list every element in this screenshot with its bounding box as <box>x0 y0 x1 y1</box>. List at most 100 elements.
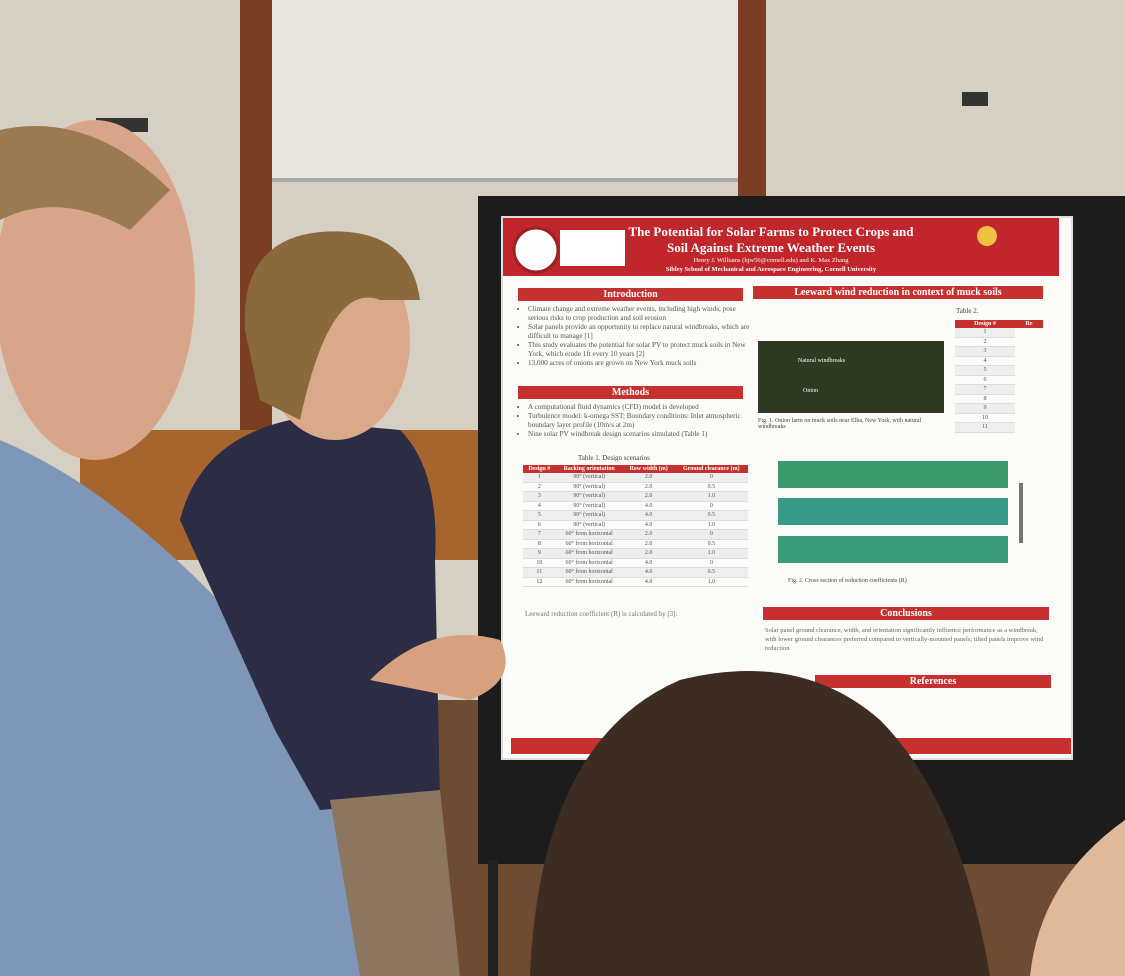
wood-panel <box>80 430 480 560</box>
section-heading: Methods <box>518 386 743 399</box>
table-cell: 0.5 <box>674 539 748 549</box>
table-row: 8 <box>955 394 1043 404</box>
table-cell: 7 <box>955 384 1015 395</box>
table-cell: 90° (vertical) <box>555 510 623 521</box>
table-row: 6 90° (vertical) 4.0 1.0 <box>523 520 748 530</box>
table-row: 8 60° from horizontal 2.0 0.5 <box>523 539 748 549</box>
table-cell: 3 <box>955 346 1015 357</box>
bullet: This study evaluates the potential for s… <box>528 341 750 359</box>
poster-authors: Henry J. Williams (hjw56@cornell.edu) an… <box>693 257 849 264</box>
table-row: 3 90° (vertical) 2.0 1.0 <box>523 491 748 502</box>
table-cell: 60° from horizontal <box>555 558 623 568</box>
table-cell: 0 <box>674 501 748 511</box>
bullet-list: Climate change and extreme weather event… <box>518 305 750 368</box>
table-cell: 0.5 <box>674 482 748 492</box>
table-caption: Table 1. Design scenarios <box>578 454 650 462</box>
column-header: Re <box>1014 320 1043 328</box>
logo <box>977 226 997 246</box>
table-cell: 6 <box>523 520 556 530</box>
figure-label: Onion <box>803 388 818 394</box>
poster: The Potential for Solar Farms to Protect… <box>503 218 1071 758</box>
section-heading: Leeward wind reduction in context of muc… <box>753 286 1043 299</box>
poster-header: The Potential for Solar Farms to Protect… <box>503 218 1059 276</box>
whiteboard <box>272 0 738 180</box>
column-header: Ground clearance (m) <box>674 465 748 473</box>
table-cell: 1 <box>523 473 556 483</box>
table-cell: 2 <box>523 482 556 492</box>
header-row: Design # Re <box>955 320 1043 328</box>
table-row: 7 60° from horizontal 2.0 0 <box>523 529 748 540</box>
bullet: Climate change and extreme weather event… <box>528 305 750 323</box>
table-cell: 8 <box>523 539 556 549</box>
table-cell: 0.5 <box>674 510 748 521</box>
fig2-plot <box>778 461 1008 488</box>
table-cell: 1 <box>955 328 1015 338</box>
table-cell: 9 <box>523 548 556 559</box>
table-row: 1 <box>955 328 1043 338</box>
table-cell: 90° (vertical) <box>555 501 623 511</box>
fig1-photo <box>758 341 944 413</box>
colorbar <box>1019 483 1023 543</box>
table-cell: 2.0 <box>622 529 675 540</box>
table-cell: 0 <box>674 473 748 483</box>
table-cell: 90° (vertical) <box>555 491 623 502</box>
table-cell: 5 <box>523 510 556 521</box>
table-cell: 1.0 <box>674 491 748 502</box>
table-cell: 7 <box>523 529 556 540</box>
table-row: 7 <box>955 384 1043 395</box>
table-cell: 90° (vertical) <box>555 482 623 492</box>
table-cell: 60° from horizontal <box>555 577 623 587</box>
table-row: 4 90° (vertical) 4.0 0 <box>523 501 748 511</box>
table-cell: 0 <box>674 529 748 540</box>
table-cell: 2.0 <box>622 473 675 483</box>
table-cell: 10 <box>523 558 556 568</box>
table-cell: 11 <box>523 567 556 578</box>
table-cell: 4 <box>523 501 556 511</box>
poster-affiliation: Sibley School of Mechanical and Aerospac… <box>665 266 877 273</box>
table-cell: 4.0 <box>622 510 675 521</box>
figure-label: Natural windbreaks <box>798 358 846 364</box>
table-cell: 2.0 <box>622 539 675 549</box>
results-table: Design # Re 1 2 3 4 5 6 7 8 9 10 11 <box>955 320 1043 433</box>
table-row: 11 <box>955 422 1043 433</box>
conclusions-text: Solar panel ground clearance, width, and… <box>765 627 1044 652</box>
outlet <box>96 118 148 132</box>
table-cell: 90° (vertical) <box>555 520 623 530</box>
table-cell: 60° from horizontal <box>555 539 623 549</box>
table-cell: 10 <box>955 413 1015 423</box>
table-cell: 2 <box>955 337 1015 347</box>
wall-pillar <box>240 0 272 430</box>
bullet-list: A computational fluid dynamics (CFD) mod… <box>518 403 750 439</box>
table-row: 5 <box>955 365 1043 376</box>
table-cell: 9 <box>955 403 1015 414</box>
table-cell: 60° from horizontal <box>555 529 623 540</box>
table-cell: 1.0 <box>674 520 748 530</box>
section-heading: References <box>815 675 1051 688</box>
university-seal <box>512 226 560 274</box>
table-cell: 0.5 <box>674 567 748 578</box>
bullet: 13,000 acres of onions are grown on New … <box>528 359 750 368</box>
figure-caption: Fig. 2. Cross section of reduction coeff… <box>788 578 907 584</box>
board-leg <box>488 860 498 976</box>
table-row: 10 <box>955 413 1043 423</box>
table-cell: 11 <box>955 422 1015 433</box>
table-cell: 5 <box>955 365 1015 376</box>
table-cell: 60° from horizontal <box>555 548 623 559</box>
column-header: Racking orientation <box>555 465 623 473</box>
table-row: 2 90° (vertical) 2.0 0.5 <box>523 482 748 492</box>
column-header: Row width (m) <box>622 465 675 473</box>
table-cell: 8 <box>955 394 1015 404</box>
logo-box <box>560 230 625 266</box>
table-cell: 4.0 <box>622 520 675 530</box>
table-row: 2 <box>955 337 1043 347</box>
wall-pillar <box>738 0 766 200</box>
table-cell: 1.0 <box>674 577 748 587</box>
table-row: 4 <box>955 356 1043 366</box>
table-cell: 2.0 <box>622 548 675 559</box>
table-row: 9 <box>955 403 1043 414</box>
table-cell: 1.0 <box>674 548 748 559</box>
design-table: Design # Racking orientation Row width (m)… <box>523 465 748 587</box>
table-cell: 60° from horizontal <box>555 567 623 578</box>
table-row: 10 60° from horizontal 4.0 0 <box>523 558 748 568</box>
